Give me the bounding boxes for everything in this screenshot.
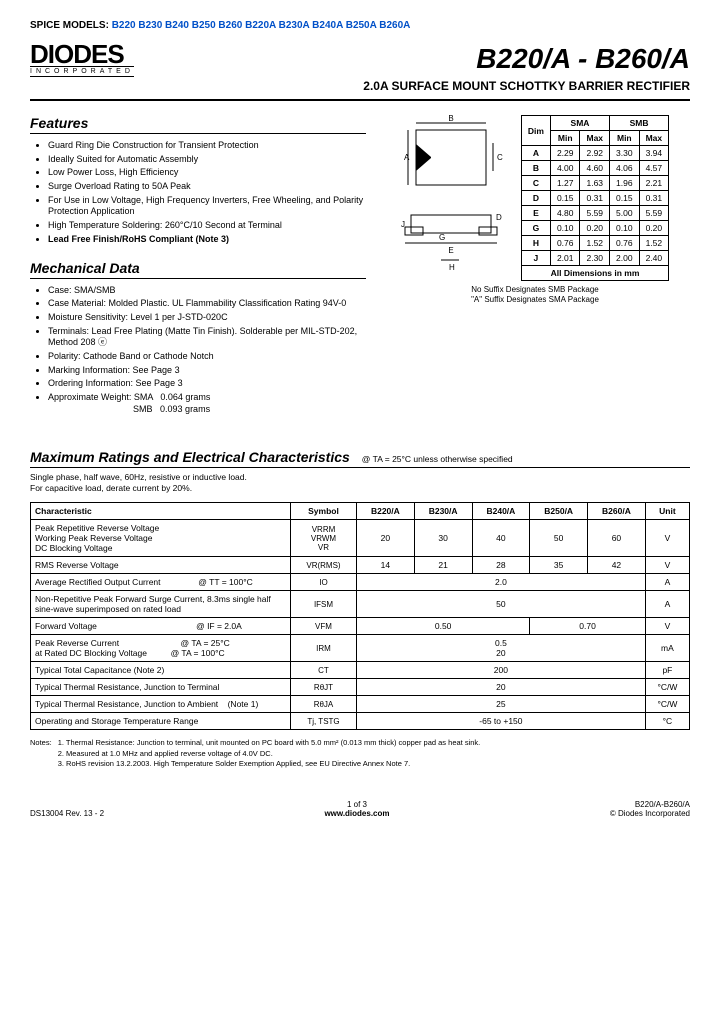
svg-text:B: B bbox=[448, 115, 453, 123]
rating-row: Typical Total Capacitance (Note 2)CT200p… bbox=[31, 662, 690, 679]
mech-item: Terminals: Lead Free Plating (Matte Tin … bbox=[48, 326, 366, 349]
mech-item: Case Material: Molded Plastic. UL Flamma… bbox=[48, 298, 366, 310]
spice-label: SPICE MODELS: bbox=[30, 20, 109, 31]
dim-row: A2.292.923.303.94 bbox=[521, 146, 668, 161]
rating-row: Peak Repetitive Reverse Voltage Working … bbox=[31, 520, 690, 557]
feature-item: Guard Ring Die Construction for Transien… bbox=[48, 140, 366, 152]
p4-hdr: B250/A bbox=[530, 503, 588, 520]
right-column: B A C E J D H G Dim SMA SMB bbox=[380, 115, 690, 429]
feature-item-bold: Lead Free Finish/RoHS Compliant (Note 3) bbox=[48, 234, 366, 246]
page-footer: DS13004 Rev. 13 - 2 1 of 3 www.diodes.co… bbox=[30, 800, 690, 818]
outline-drawing: B A C E J D H G bbox=[401, 115, 511, 275]
p2-hdr: B230/A bbox=[414, 503, 472, 520]
rating-row: Typical Thermal Resistance, Junction to … bbox=[31, 696, 690, 713]
logo-text: DIODES bbox=[30, 43, 134, 66]
p1-hdr: B220/A bbox=[356, 503, 414, 520]
max-hdr: Max bbox=[580, 131, 610, 146]
rating-row: Non-Repetitive Peak Forward Surge Curren… bbox=[31, 591, 690, 618]
mechanical-heading: Mechanical Data bbox=[30, 260, 366, 279]
svg-text:E: E bbox=[448, 246, 453, 255]
upper-section: Features Guard Ring Die Construction for… bbox=[30, 115, 690, 429]
maxratings-head-row: Maximum Ratings and Electrical Character… bbox=[30, 449, 690, 468]
part-number-title: B220/A - B260/A bbox=[363, 43, 690, 75]
copyright: © Diodes Incorporated bbox=[610, 809, 690, 818]
features-list: Guard Ring Die Construction for Transien… bbox=[30, 140, 366, 246]
notes-body: 1. Thermal Resistance: Junction to termi… bbox=[58, 738, 481, 770]
logo-incorporated: INCORPORATED bbox=[30, 66, 134, 77]
char-hdr: Characteristic bbox=[31, 503, 291, 520]
dim-hdr: Dim bbox=[521, 116, 550, 146]
mech-item: Ordering Information: See Page 3 bbox=[48, 378, 366, 390]
svg-text:A: A bbox=[404, 153, 410, 162]
features-heading: Features bbox=[30, 115, 366, 134]
notes-label: Notes: bbox=[30, 738, 52, 770]
mech-item: Moisture Sensitivity: Level 1 per J-STD-… bbox=[48, 312, 366, 324]
logo: DIODES INCORPORATED bbox=[30, 43, 134, 77]
svg-text:D: D bbox=[496, 213, 502, 222]
maxratings-heading: Maximum Ratings and Electrical Character… bbox=[30, 449, 350, 465]
diagram-and-table: B A C E J D H G Dim SMA SMB bbox=[401, 115, 669, 281]
sma-hdr: SMA bbox=[550, 116, 609, 131]
pkg-note2: "A" Suffix Designates SMA Package bbox=[471, 295, 599, 305]
notes-section: Notes: 1. Thermal Resistance: Junction to… bbox=[30, 738, 690, 770]
package-diagram: B A C E J D H G bbox=[401, 115, 511, 275]
rating-row: Forward Voltage @ IF = 2.0AVFM0.500.70V bbox=[31, 618, 690, 635]
dim-footer: All Dimensions in mm bbox=[521, 266, 668, 281]
pkg-note1: No Suffix Designates SMB Package bbox=[471, 285, 599, 295]
rating-row: RMS Reverse VoltageVR(RMS)1421283542V bbox=[31, 557, 690, 574]
feature-item: High Temperature Soldering: 260°C/10 Sec… bbox=[48, 220, 366, 232]
unit-hdr: Unit bbox=[645, 503, 689, 520]
p5-hdr: B260/A bbox=[588, 503, 646, 520]
dimensions-table: Dim SMA SMB Min Max Min Max A2.292.923.3… bbox=[521, 115, 669, 281]
dim-row: J2.012.302.002.40 bbox=[521, 251, 668, 266]
feature-item: Ideally Suited for Automatic Assembly bbox=[48, 154, 366, 166]
product-subtitle: 2.0A SURFACE MOUNT SCHOTTKY BARRIER RECT… bbox=[363, 79, 690, 93]
min-hdr2: Min bbox=[610, 131, 640, 146]
page-number: 1 of 3 bbox=[324, 800, 389, 809]
svg-text:H: H bbox=[449, 263, 455, 272]
feature-item: For Use in Low Voltage, High Frequency I… bbox=[48, 195, 366, 218]
title-block: B220/A - B260/A 2.0A SURFACE MOUNT SCHOT… bbox=[363, 43, 690, 93]
feature-item: Low Power Loss, High Efficiency bbox=[48, 167, 366, 179]
rating-row: Typical Thermal Resistance, Junction to … bbox=[31, 679, 690, 696]
dim-row: E4.805.595.005.59 bbox=[521, 206, 668, 221]
min-hdr: Min bbox=[550, 131, 580, 146]
maxratings-condition: @ TA = 25°C unless otherwise specified bbox=[362, 454, 513, 464]
rating-row: Average Rectified Output Current @ TT = … bbox=[31, 574, 690, 591]
header-row: DIODES INCORPORATED B220/A - B260/A 2.0A… bbox=[30, 43, 690, 93]
website-link[interactable]: www.diodes.com bbox=[324, 809, 389, 818]
dim-row: H0.761.520.761.52 bbox=[521, 236, 668, 251]
left-column: Features Guard Ring Die Construction for… bbox=[30, 115, 366, 429]
maxratings-subtext: Single phase, half wave, 60Hz, resistive… bbox=[30, 472, 690, 494]
feature-item: Surge Overload Rating to 50A Peak bbox=[48, 181, 366, 193]
mech-item: Marking Information: See Page 3 bbox=[48, 365, 366, 377]
mech-item: Polarity: Cathode Band or Cathode Notch bbox=[48, 351, 366, 363]
dim-row: C1.271.631.962.21 bbox=[521, 176, 668, 191]
mechanical-list: Case: SMA/SMBCase Material: Molded Plast… bbox=[30, 285, 366, 416]
rating-row: Operating and Storage Temperature RangeT… bbox=[31, 713, 690, 730]
max-hdr2: Max bbox=[639, 131, 669, 146]
mech-item: Approximate Weight: SMA 0.064 grams SMB … bbox=[48, 392, 366, 415]
doc-rev: DS13004 Rev. 13 - 2 bbox=[30, 809, 104, 818]
mech-item: Case: SMA/SMB bbox=[48, 285, 366, 297]
dim-row: D0.150.310.150.31 bbox=[521, 191, 668, 206]
dim-row: B4.004.604.064.57 bbox=[521, 161, 668, 176]
dim-row: G0.100.200.100.20 bbox=[521, 221, 668, 236]
footer-center: 1 of 3 www.diodes.com bbox=[324, 800, 389, 818]
rating-row: Peak Reverse Current @ TA = 25°C at Rate… bbox=[31, 635, 690, 662]
footer-right: B220/A-B260/A © Diodes Incorporated bbox=[610, 800, 690, 818]
p3-hdr: B240/A bbox=[472, 503, 530, 520]
sym-hdr: Symbol bbox=[291, 503, 357, 520]
footer-part: B220/A-B260/A bbox=[610, 800, 690, 809]
package-note: No Suffix Designates SMB Package "A" Suf… bbox=[471, 285, 599, 306]
ratings-table: Characteristic Symbol B220/A B230/A B240… bbox=[30, 502, 690, 730]
svg-text:J: J bbox=[401, 220, 405, 229]
spice-models-line: SPICE MODELS: B220 B230 B240 B250 B260 B… bbox=[30, 20, 690, 31]
smb-hdr: SMB bbox=[610, 116, 669, 131]
svg-text:C: C bbox=[497, 153, 503, 162]
svg-text:G: G bbox=[439, 233, 445, 242]
header-divider bbox=[30, 99, 690, 101]
spice-list[interactable]: B220 B230 B240 B250 B260 B220A B230A B24… bbox=[112, 20, 411, 31]
